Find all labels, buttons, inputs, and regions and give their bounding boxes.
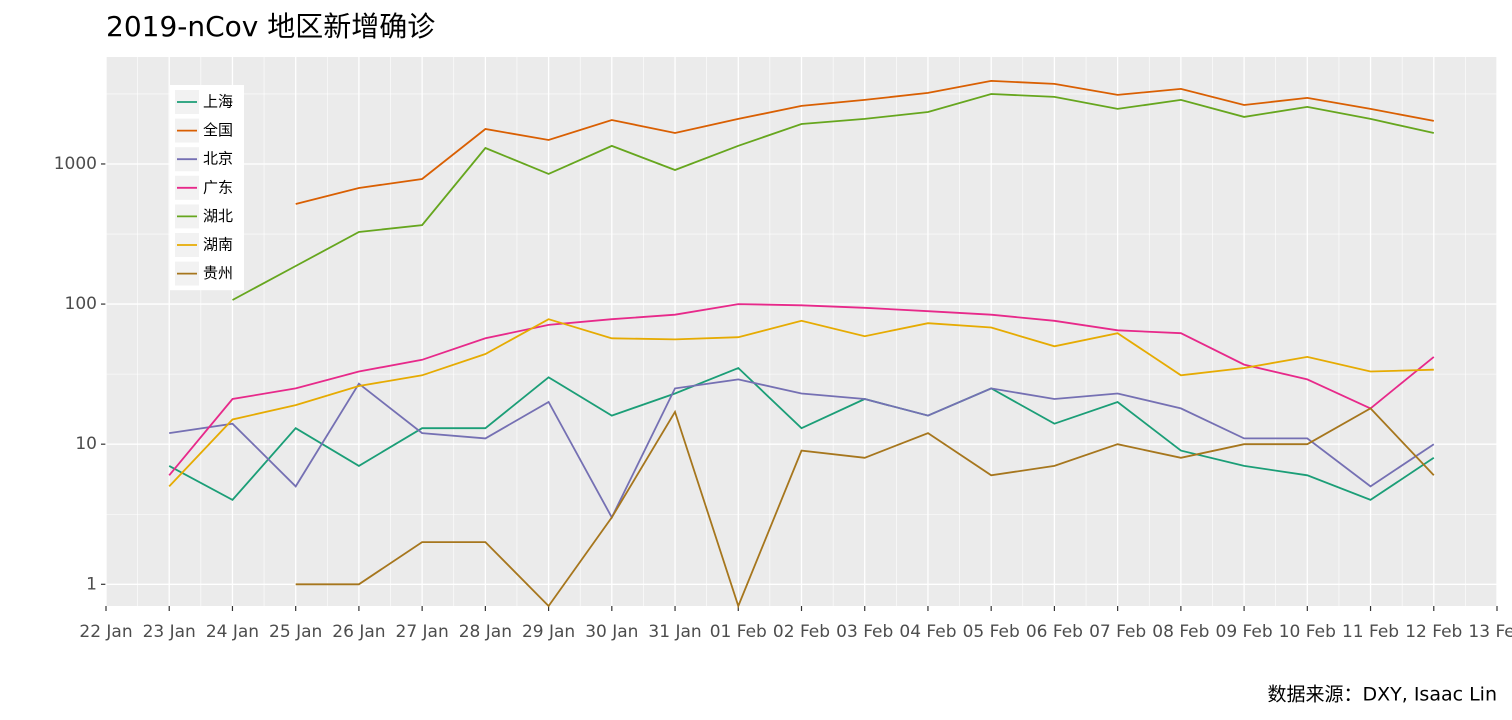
line xyxy=(168,303,1435,476)
y-tick-label: 1 xyxy=(86,574,97,594)
legend-label: 北京 xyxy=(203,150,233,168)
x-tick-label: 29 Jan xyxy=(522,622,575,642)
x-tick-label: 07 Feb xyxy=(1089,622,1146,642)
legend-label: 全国 xyxy=(203,121,233,139)
x-tick-label: 01 Feb xyxy=(710,622,767,642)
x-tick-label: 06 Feb xyxy=(1026,622,1083,642)
x-tick-label: 03 Feb xyxy=(836,622,893,642)
legend-label: 湖南 xyxy=(203,236,233,254)
line xyxy=(232,93,1434,301)
line xyxy=(295,79,1434,205)
x-tick-label: 28 Jan xyxy=(459,622,512,642)
y-tick-label: 1000 xyxy=(54,154,97,174)
y-tick-label: 100 xyxy=(65,294,97,314)
x-tick-label: 13 Feb xyxy=(1468,622,1512,642)
line xyxy=(168,366,1435,502)
line xyxy=(168,318,1434,488)
legend-label: 上海 xyxy=(203,93,233,111)
x-tick-label: 09 Feb xyxy=(1216,622,1273,642)
x-tick-label: 24 Jan xyxy=(206,622,259,642)
x-tick-label: 08 Feb xyxy=(1152,622,1209,642)
x-tick-label: 30 Jan xyxy=(585,622,638,642)
x-tick-label: 31 Jan xyxy=(648,622,701,642)
x-tick-label: 26 Jan xyxy=(332,622,385,642)
x-tick-label: 02 Feb xyxy=(773,622,830,642)
x-tick-label: 04 Feb xyxy=(899,622,956,642)
line xyxy=(169,378,1435,520)
x-tick-label: 23 Jan xyxy=(143,622,196,642)
legend-label: 广东 xyxy=(203,178,233,196)
x-tick-label: 05 Feb xyxy=(963,622,1020,642)
caption: 数据来源：DXY, Isaac Lin xyxy=(1267,684,1497,706)
y-tick-label: 10 xyxy=(75,434,97,454)
x-tick-label: 22 Jan xyxy=(79,622,132,642)
x-tick-label: 10 Feb xyxy=(1279,622,1336,642)
x-tick-label: 27 Jan xyxy=(396,622,449,642)
line xyxy=(295,407,1435,609)
x-tick-label: 25 Jan xyxy=(269,622,322,642)
legend-label: 湖北 xyxy=(203,207,233,225)
chart-title: 2019-nCov 地区新增确诊 xyxy=(106,10,435,43)
x-tick-label: 11 Feb xyxy=(1342,622,1399,642)
legend-label: 贵州 xyxy=(203,264,233,282)
x-tick-label: 12 Feb xyxy=(1405,622,1462,642)
